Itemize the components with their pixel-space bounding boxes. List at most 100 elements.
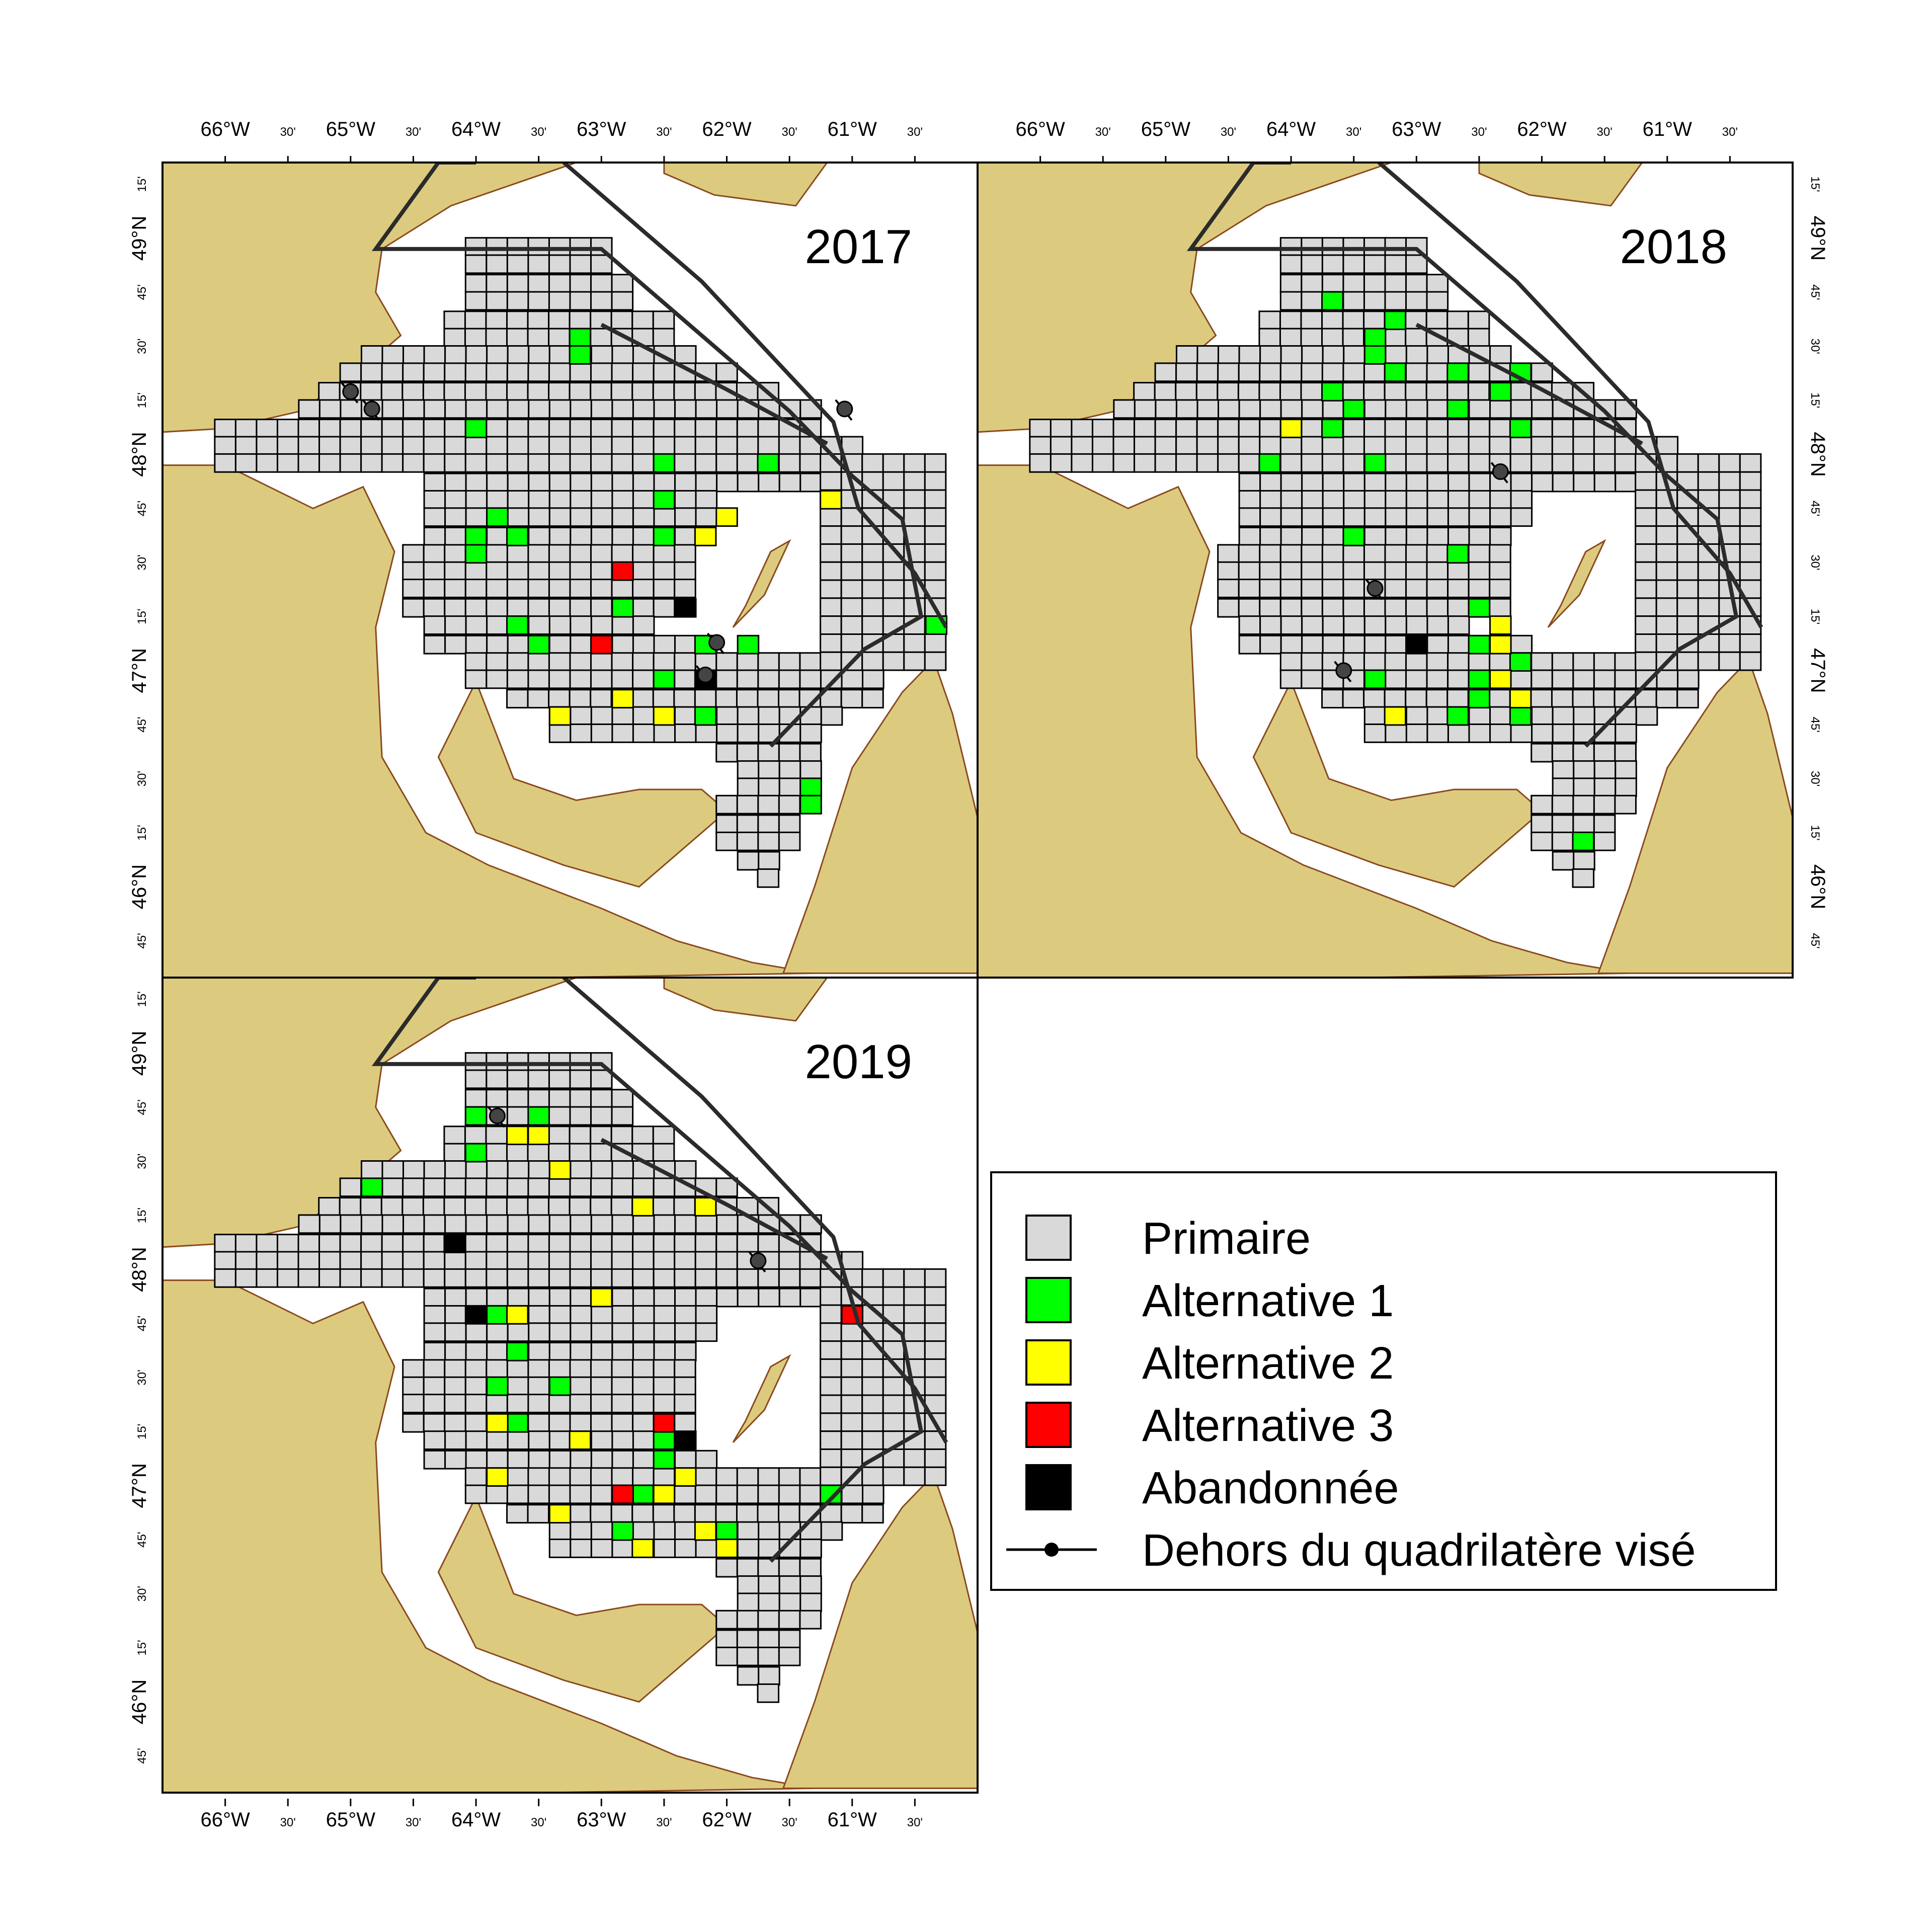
grid-cell-primaire xyxy=(1343,507,1365,527)
grid-cell-primaire xyxy=(507,1160,530,1180)
lat-tick-label: 45' xyxy=(1808,284,1822,300)
grid-cell-primaire xyxy=(234,453,258,473)
grid-cell-primaire xyxy=(570,490,592,510)
grid-cell-alternative-2 xyxy=(590,1287,613,1308)
legend-label: Alternative 3 xyxy=(1142,1401,1394,1451)
grid-cell-primaire xyxy=(820,561,842,581)
grid-cell-primaire xyxy=(1196,399,1220,419)
grid-cell-primaire xyxy=(1572,814,1595,834)
grid-cell-primaire xyxy=(443,1197,466,1217)
grid-cell-primaire xyxy=(674,544,696,564)
grid-cell-primaire xyxy=(1342,579,1365,598)
grid-cell-primaire xyxy=(1259,526,1282,546)
lon-tick-label: 30' xyxy=(1346,125,1361,139)
grid-cell-primaire xyxy=(1321,544,1344,564)
grid-cell-primaire xyxy=(1301,561,1323,581)
grid-cell-alternative-1 xyxy=(737,634,760,655)
lat-tick-label: 49°N xyxy=(128,1031,150,1076)
grid-cell-primaire xyxy=(590,1467,613,1487)
grid-cell-primaire xyxy=(1384,328,1407,348)
lat-tick-label: 45' xyxy=(135,1316,149,1331)
grid-cell-primaire xyxy=(486,490,509,510)
grid-cell-primaire xyxy=(1405,419,1428,438)
grid-cell-primaire xyxy=(1426,472,1449,493)
grid-cell-primaire xyxy=(882,471,905,491)
grid-cell-primaire xyxy=(611,1413,634,1433)
grid-cell-primaire xyxy=(234,419,258,438)
grid-cell-alternative-2 xyxy=(820,490,842,510)
grid-cell-primaire xyxy=(444,1359,466,1379)
grid-cell-primaire xyxy=(465,1341,488,1361)
grid-cell-primaire xyxy=(1258,382,1281,401)
grid-cell-primaire xyxy=(695,723,718,743)
grid-cell-primaire xyxy=(276,1234,299,1253)
grid-cell-primaire xyxy=(1489,507,1512,527)
grid-cell-primaire xyxy=(632,526,655,546)
grid-cell-primaire xyxy=(673,382,696,401)
grid-cell-primaire xyxy=(1196,436,1219,456)
grid-cell-primaire xyxy=(840,633,863,653)
grid-cell-primaire xyxy=(841,1484,864,1504)
grid-cell-primaire xyxy=(1467,328,1490,348)
grid-cell-primaire xyxy=(674,507,697,527)
grid-cell-primaire xyxy=(528,1160,550,1180)
grid-cell-primaire xyxy=(778,1251,801,1271)
grid-cell-primaire xyxy=(1217,436,1240,456)
grid-cell-primaire xyxy=(318,382,341,401)
grid-cell-primaire xyxy=(1217,419,1240,438)
grid-cell-primaire xyxy=(527,291,550,311)
grid-cell-primaire xyxy=(1384,544,1407,564)
grid-cell-primaire xyxy=(1615,723,1637,743)
grid-cell-primaire xyxy=(527,561,550,581)
grid-cell-primaire xyxy=(861,1268,884,1288)
grid-cell-primaire xyxy=(570,615,592,635)
grid-cell-primaire xyxy=(444,1341,467,1361)
land-mass xyxy=(732,539,791,628)
grid-cell-primaire xyxy=(444,1322,467,1342)
grid-cell-primaire xyxy=(778,669,801,689)
grid-cell-primaire xyxy=(381,453,404,473)
grid-cell-primaire xyxy=(1321,436,1344,456)
grid-cell-primaire xyxy=(380,382,404,401)
grid-cell-primaire xyxy=(423,561,446,581)
grid-cell-primaire xyxy=(548,453,571,473)
grid-cell-primaire xyxy=(569,1413,592,1433)
grid-cell-primaire xyxy=(840,1394,863,1414)
grid-cell-primaire xyxy=(674,1268,696,1288)
grid-cell-primaire xyxy=(736,1629,759,1649)
grid-cell-primaire xyxy=(632,1177,655,1197)
grid-cell-primaire xyxy=(631,310,654,331)
grid-cell-primaire xyxy=(632,1394,655,1413)
grid-cell-primaire xyxy=(1593,436,1616,456)
outside-marker-point xyxy=(1366,580,1384,597)
grid-cell-primaire xyxy=(318,399,342,419)
grid-cell-primaire xyxy=(486,1052,508,1072)
grid-cell-primaire xyxy=(569,274,592,294)
grid-cell-primaire xyxy=(1050,453,1073,473)
grid-cell-primaire xyxy=(1572,669,1595,689)
grid-cell-primaire xyxy=(1363,274,1386,294)
grid-cell-primaire xyxy=(674,1234,696,1253)
grid-cell-alternative-2 xyxy=(631,1197,654,1217)
grid-cell-primaire xyxy=(1676,615,1699,635)
grid-cell-primaire xyxy=(841,1251,864,1271)
grid-cell-primaire xyxy=(1279,310,1302,331)
lon-tick-label: 61°W xyxy=(1643,118,1692,140)
grid-cell-primaire xyxy=(611,1394,634,1413)
grid-cell-primaire xyxy=(486,598,508,618)
lat-tick-label: 15' xyxy=(135,1424,149,1439)
grid-cell-primaire xyxy=(569,1106,592,1126)
grid-cell-primaire xyxy=(548,723,572,743)
grid-cell-primaire xyxy=(423,419,446,438)
grid-cell-primaire xyxy=(590,274,613,294)
grid-cell-primaire xyxy=(632,399,655,419)
grid-cell-primaire xyxy=(506,1143,529,1163)
grid-cell-primaire xyxy=(674,399,697,419)
grid-cell-primaire xyxy=(882,1268,905,1288)
grid-cell-primaire xyxy=(632,544,655,564)
grid-cell-primaire xyxy=(506,254,529,274)
grid-cell-primaire xyxy=(528,1430,550,1450)
grid-cell-primaire xyxy=(715,669,738,689)
grid-cell-primaire xyxy=(1405,706,1428,726)
grid-cell-primaire xyxy=(1279,274,1303,294)
